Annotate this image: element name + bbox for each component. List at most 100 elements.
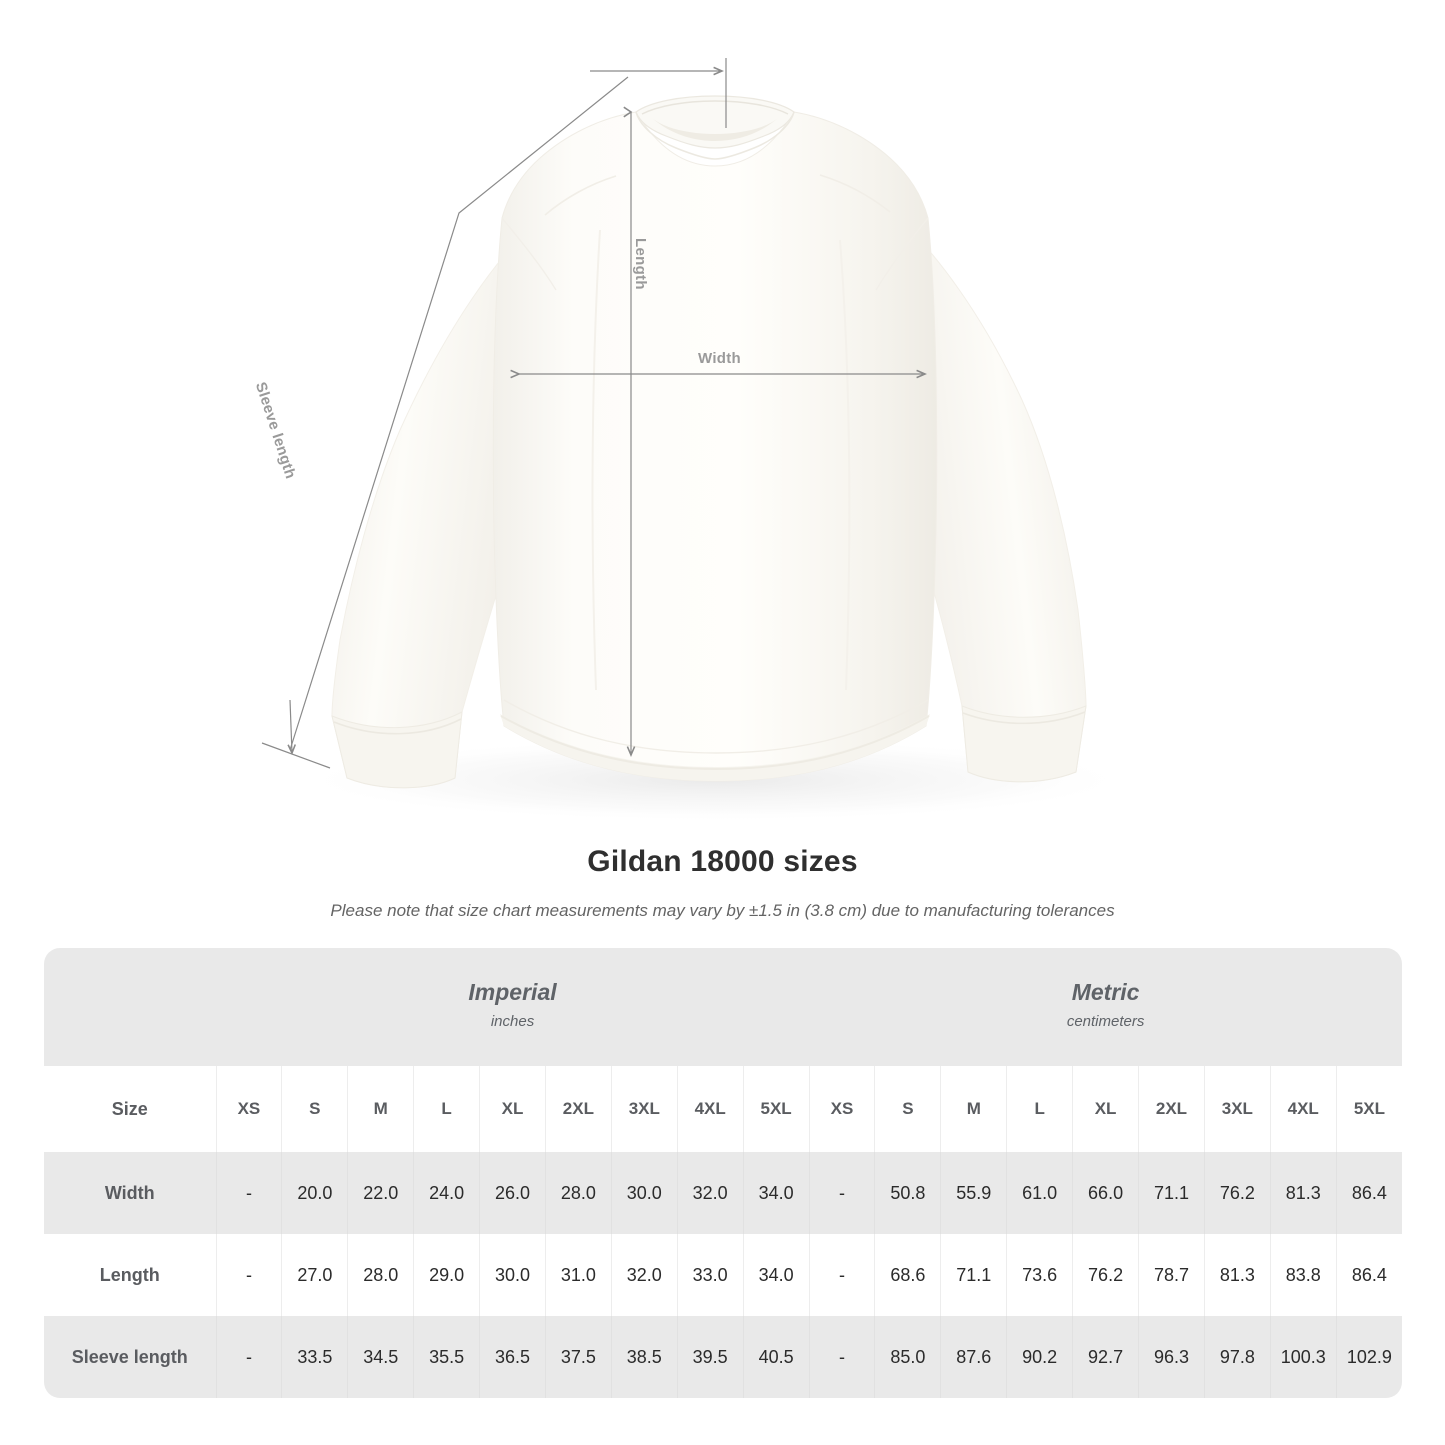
row-label-length: Length xyxy=(44,1234,216,1316)
cell: 27.0 xyxy=(281,1234,348,1316)
measurement-tolerance-note: Please note that size chart measurements… xyxy=(330,901,1115,920)
cell: 85.0 xyxy=(874,1316,941,1398)
header-cell-imperial-3xl: 3XL xyxy=(610,1066,678,1152)
cell: 36.5 xyxy=(479,1316,546,1398)
cell: 40.5 xyxy=(742,1316,810,1398)
cell: 90.2 xyxy=(1006,1316,1073,1398)
title-block: Gildan 18000 sizes Please note that size… xyxy=(0,845,1445,921)
cell: 38.5 xyxy=(610,1316,678,1398)
cell: - xyxy=(808,1316,875,1398)
metric-label: Metric xyxy=(1071,979,1140,1006)
cell: 97.8 xyxy=(1203,1316,1271,1398)
table-header-row: Size XS S M L XL 2XL 3XL 4XL 5XL XS S M … xyxy=(44,1066,1403,1152)
header-cell-metric-4xl: 4XL xyxy=(1269,1066,1337,1152)
cell: 31.0 xyxy=(544,1234,612,1316)
cell: - xyxy=(808,1152,875,1234)
cell: 96.3 xyxy=(1138,1316,1205,1398)
length-dimension-label: Length xyxy=(632,238,649,290)
cell: 87.6 xyxy=(940,1316,1007,1398)
cell: 20.0 xyxy=(281,1152,348,1234)
cell: 34.5 xyxy=(347,1316,414,1398)
header-cell-metric-xl: XL xyxy=(1072,1066,1139,1152)
header-cell-metric-m: M xyxy=(940,1066,1007,1152)
cell: 28.0 xyxy=(347,1234,414,1316)
cell: 86.4 xyxy=(1335,1152,1403,1234)
cell: 92.7 xyxy=(1072,1316,1139,1398)
cell: 30.0 xyxy=(610,1152,678,1234)
unit-banner-metric: Metric centimeters xyxy=(809,948,1403,1066)
header-cell-metric-l: L xyxy=(1006,1066,1073,1152)
cell: 33.0 xyxy=(676,1234,744,1316)
header-cell-imperial-xs: XS xyxy=(215,1066,282,1152)
sleeve-bottom-tick xyxy=(261,742,331,769)
cell: 76.2 xyxy=(1072,1234,1139,1316)
cell: 34.0 xyxy=(742,1234,810,1316)
cell: 66.0 xyxy=(1072,1152,1139,1234)
metric-sublabel: centimeters xyxy=(1066,1013,1145,1031)
cell: 34.0 xyxy=(742,1152,810,1234)
cell: 24.0 xyxy=(413,1152,480,1234)
cell: 102.9 xyxy=(1335,1316,1403,1398)
header-cell-imperial-s: S xyxy=(281,1066,348,1152)
cell: 39.5 xyxy=(676,1316,744,1398)
unit-banner-imperial: Imperial inches xyxy=(216,948,810,1066)
cell: 61.0 xyxy=(1006,1152,1073,1234)
cell: 32.0 xyxy=(610,1234,678,1316)
cell: - xyxy=(215,1234,282,1316)
size-chart-table: Imperial inches Metric centimeters Size … xyxy=(44,948,1403,1398)
header-cell-metric-s: S xyxy=(874,1066,941,1152)
cell: 28.0 xyxy=(544,1152,612,1234)
header-cell-imperial-l: L xyxy=(413,1066,480,1152)
imperial-label: Imperial xyxy=(468,979,557,1006)
header-cell-metric-xs: XS xyxy=(808,1066,875,1152)
cell: - xyxy=(808,1234,875,1316)
unit-banner-spacer xyxy=(44,948,216,1066)
sweatshirt-diagram xyxy=(261,58,1135,822)
cell: 83.8 xyxy=(1269,1234,1337,1316)
cell: 33.5 xyxy=(281,1316,348,1398)
sleeve-bottom-arrow xyxy=(287,699,297,755)
cell: 55.9 xyxy=(940,1152,1007,1234)
cell: 26.0 xyxy=(479,1152,546,1234)
page-title: Gildan 18000 sizes xyxy=(587,845,858,878)
header-cell-metric-3xl: 3XL xyxy=(1203,1066,1271,1152)
cell: 100.3 xyxy=(1269,1316,1337,1398)
table-row: Width - 20.0 22.0 24.0 26.0 28.0 30.0 32… xyxy=(44,1152,1403,1234)
cell: 68.6 xyxy=(874,1234,941,1316)
header-cell-imperial-5xl: 5XL xyxy=(742,1066,810,1152)
cell: 71.1 xyxy=(940,1234,1007,1316)
width-dimension-label: Width xyxy=(698,350,742,367)
cell: 78.7 xyxy=(1138,1234,1205,1316)
cell: 76.2 xyxy=(1203,1152,1271,1234)
cell: - xyxy=(215,1316,282,1398)
cell: 22.0 xyxy=(347,1152,414,1234)
header-cell-imperial-m: M xyxy=(347,1066,414,1152)
cell: 30.0 xyxy=(479,1234,546,1316)
imperial-sublabel: inches xyxy=(490,1013,535,1031)
cell: 37.5 xyxy=(544,1316,612,1398)
cell: 35.5 xyxy=(413,1316,480,1398)
unit-banner-row: Imperial inches Metric centimeters xyxy=(44,948,1403,1066)
header-cell-metric-2xl: 2XL xyxy=(1138,1066,1205,1152)
table-row: Length - 27.0 28.0 29.0 30.0 31.0 32.0 3… xyxy=(44,1234,1403,1316)
cell: 50.8 xyxy=(874,1152,941,1234)
row-label-sleeve-length: Sleeve length xyxy=(44,1316,216,1398)
garment-illustration: Length Width Sleeve length xyxy=(252,58,1135,822)
cell: 86.4 xyxy=(1335,1234,1403,1316)
cell: 29.0 xyxy=(413,1234,480,1316)
header-cell-size: Size xyxy=(44,1066,216,1152)
cell: 32.0 xyxy=(676,1152,744,1234)
row-label-width: Width xyxy=(44,1152,216,1234)
header-cell-imperial-xl: XL xyxy=(479,1066,546,1152)
cell: 81.3 xyxy=(1269,1152,1337,1234)
cell: 81.3 xyxy=(1203,1234,1271,1316)
cell: - xyxy=(215,1152,282,1234)
sleeve-dimension-line xyxy=(289,76,629,751)
cell: 71.1 xyxy=(1138,1152,1205,1234)
table-row: Sleeve length - 33.5 34.5 35.5 36.5 37.5… xyxy=(44,1316,1403,1398)
header-cell-imperial-2xl: 2XL xyxy=(544,1066,612,1152)
header-cell-metric-5xl: 5XL xyxy=(1335,1066,1403,1152)
size-chart-table-wrapper: Imperial inches Metric centimeters Size … xyxy=(44,948,1403,1398)
cell: 73.6 xyxy=(1006,1234,1073,1316)
header-cell-imperial-4xl: 4XL xyxy=(676,1066,744,1152)
